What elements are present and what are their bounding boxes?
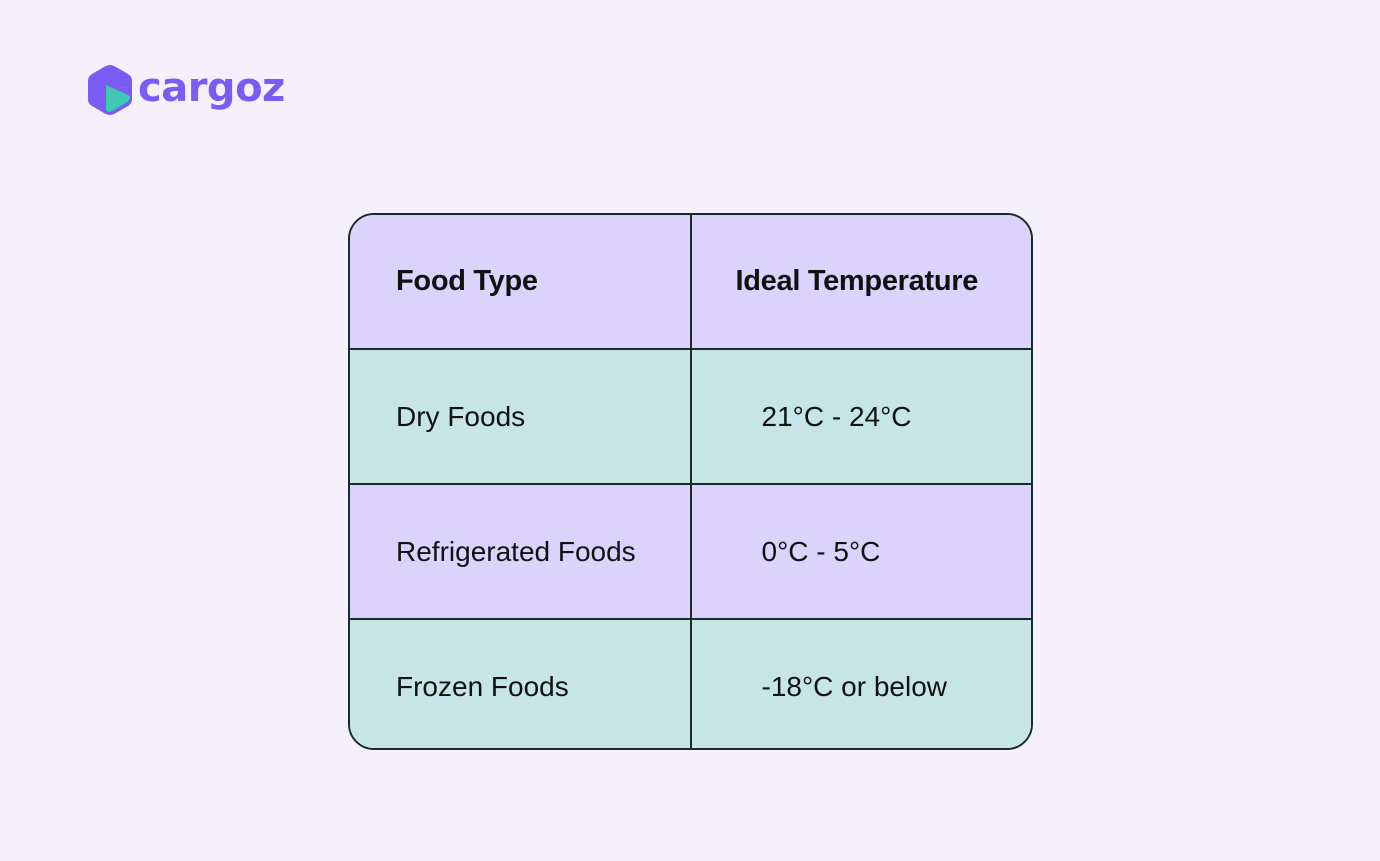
temperature-cell: -18°C or below bbox=[689, 618, 1031, 748]
brand-name: cargoz bbox=[138, 65, 285, 111]
brand-logo: cargoz bbox=[86, 62, 285, 118]
food-type-cell: Dry Foods bbox=[350, 348, 692, 485]
table-row: Refrigerated Foods 0°C - 5°C bbox=[350, 483, 1031, 620]
temperature-cell: 0°C - 5°C bbox=[689, 483, 1031, 620]
table-row: Frozen Foods -18°C or below bbox=[350, 618, 1031, 748]
temperature-cell: 21°C - 24°C bbox=[689, 348, 1031, 485]
table-header-row: Food Type Ideal Temperature bbox=[350, 215, 1031, 350]
table-row: Dry Foods 21°C - 24°C bbox=[350, 348, 1031, 485]
header-food-type: Food Type bbox=[350, 215, 692, 350]
temperature-table: Food Type Ideal Temperature Dry Foods 21… bbox=[348, 213, 1033, 750]
food-type-cell: Refrigerated Foods bbox=[350, 483, 692, 620]
cargoz-hexagon-icon bbox=[88, 65, 132, 115]
header-ideal-temperature: Ideal Temperature bbox=[689, 215, 1031, 350]
food-type-cell: Frozen Foods bbox=[350, 618, 692, 748]
